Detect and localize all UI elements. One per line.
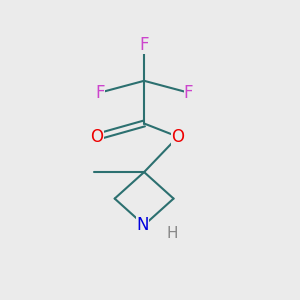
Text: F: F <box>184 84 193 102</box>
Text: F: F <box>140 37 149 55</box>
Text: H: H <box>166 226 178 242</box>
Text: N: N <box>136 216 149 234</box>
Text: O: O <box>91 128 103 146</box>
Text: O: O <box>172 128 184 146</box>
Text: F: F <box>95 84 105 102</box>
